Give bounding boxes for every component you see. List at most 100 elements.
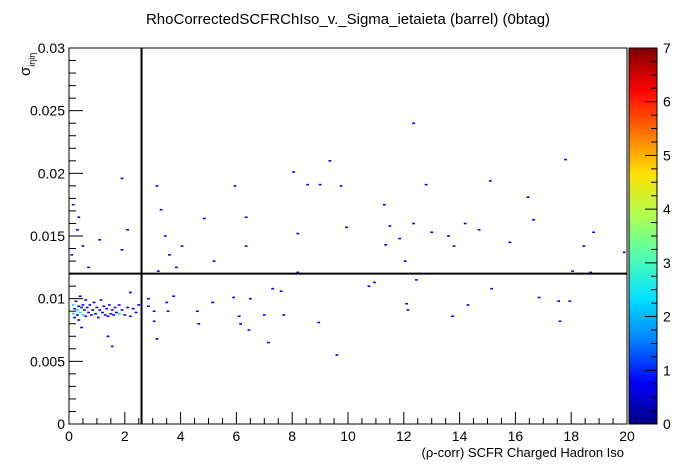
data-bin [70, 254, 74, 256]
data-bin [156, 270, 160, 272]
data-bin [106, 335, 110, 338]
data-bin [134, 311, 138, 314]
data-bin [155, 185, 159, 187]
data-bin [113, 306, 117, 309]
data-bin [279, 290, 283, 292]
data-bin [80, 306, 83, 309]
data-bin [110, 345, 114, 348]
data-bin [159, 208, 163, 211]
colorbar-tick-label: 3 [663, 255, 671, 271]
data-bin [74, 300, 78, 303]
data-bin [147, 305, 150, 308]
data-bin [101, 311, 104, 314]
data-bin [248, 297, 252, 300]
data-bin [77, 216, 81, 219]
data-bin [102, 305, 106, 308]
data-bin [197, 322, 201, 325]
data-bin [382, 203, 386, 206]
data-bin [180, 245, 184, 247]
data-bin [306, 183, 309, 186]
data-bin [110, 309, 114, 311]
data-bin [622, 251, 626, 254]
data-bin [75, 309, 79, 311]
data-bin [128, 291, 132, 294]
data-bin [87, 266, 90, 269]
data-bin [117, 312, 121, 315]
data-bin [424, 183, 428, 186]
colorbar-tick-label: 4 [663, 201, 671, 217]
data-bin [558, 320, 562, 323]
data-bin [77, 319, 81, 321]
data-bin [137, 304, 141, 306]
data-bin [109, 312, 113, 315]
data-bin [211, 301, 215, 304]
data-bin [195, 310, 199, 313]
data-bin [172, 295, 176, 298]
data-bin [120, 177, 124, 180]
colorbar-tick-label: 0 [663, 416, 671, 432]
data-bin [175, 266, 178, 269]
data-bin [96, 316, 100, 319]
data-bin [82, 309, 86, 311]
data-bin [373, 281, 376, 284]
data-bin [244, 216, 248, 219]
colorbar-axis: 0 1 2 3 4 5 6 7 [645, 40, 671, 432]
data-bin [115, 311, 118, 314]
x-tick-label: 18 [563, 428, 579, 444]
data-bin [384, 244, 388, 246]
data-bin [451, 315, 455, 318]
data-bin [94, 312, 97, 315]
data-bin [233, 185, 237, 187]
data-bin [466, 304, 470, 306]
data-bin [120, 309, 124, 311]
data-bin [81, 304, 85, 306]
data-bin [202, 217, 206, 220]
plot-area [68, 47, 628, 425]
data-bin [267, 341, 270, 344]
data-bin [165, 301, 169, 304]
data-bin [75, 314, 79, 316]
data-bin [71, 304, 75, 306]
data-bin [73, 307, 76, 310]
data-bin [430, 231, 434, 234]
data-bin [71, 203, 75, 206]
data-bin [564, 158, 568, 161]
x-axis: 0 2 4 6 8 10 12 14 16 18 20 [65, 412, 635, 444]
data-bin [532, 218, 535, 221]
data-bin [81, 314, 85, 316]
data-bin [98, 309, 102, 311]
data-bin [537, 296, 541, 299]
data-bin [582, 245, 586, 247]
data-bin [412, 122, 415, 125]
data-bin [244, 245, 248, 247]
data-bin [123, 314, 127, 316]
data-bin [463, 222, 467, 225]
data-bin [126, 306, 129, 309]
data-bin [247, 329, 251, 331]
x-tick-label: 16 [508, 428, 524, 444]
data-bin [296, 271, 300, 274]
chart-title: RhoCorrectedSCFRChIso_v._Sigma_ietaieta … [146, 11, 550, 28]
data-bin [388, 225, 392, 227]
y-axis-label-symbol: σ [17, 66, 34, 76]
data-bin [271, 287, 275, 290]
data-bin [328, 160, 332, 162]
data-bin [412, 222, 415, 225]
data-bin [91, 309, 95, 311]
data-bin [155, 338, 159, 340]
data-bin [339, 185, 343, 187]
data-points [70, 122, 626, 356]
data-bin [147, 297, 150, 300]
x-tick-label: 2 [121, 428, 129, 444]
data-bin [103, 314, 107, 316]
data-bin [292, 171, 295, 173]
data-bin [75, 228, 79, 231]
data-bin [237, 315, 241, 318]
data-bin [490, 287, 494, 290]
data-bin [166, 310, 170, 313]
data-bin [71, 312, 75, 315]
colorbar [628, 47, 658, 425]
colorbar-tick-label: 5 [663, 147, 671, 163]
data-bin [80, 326, 83, 329]
